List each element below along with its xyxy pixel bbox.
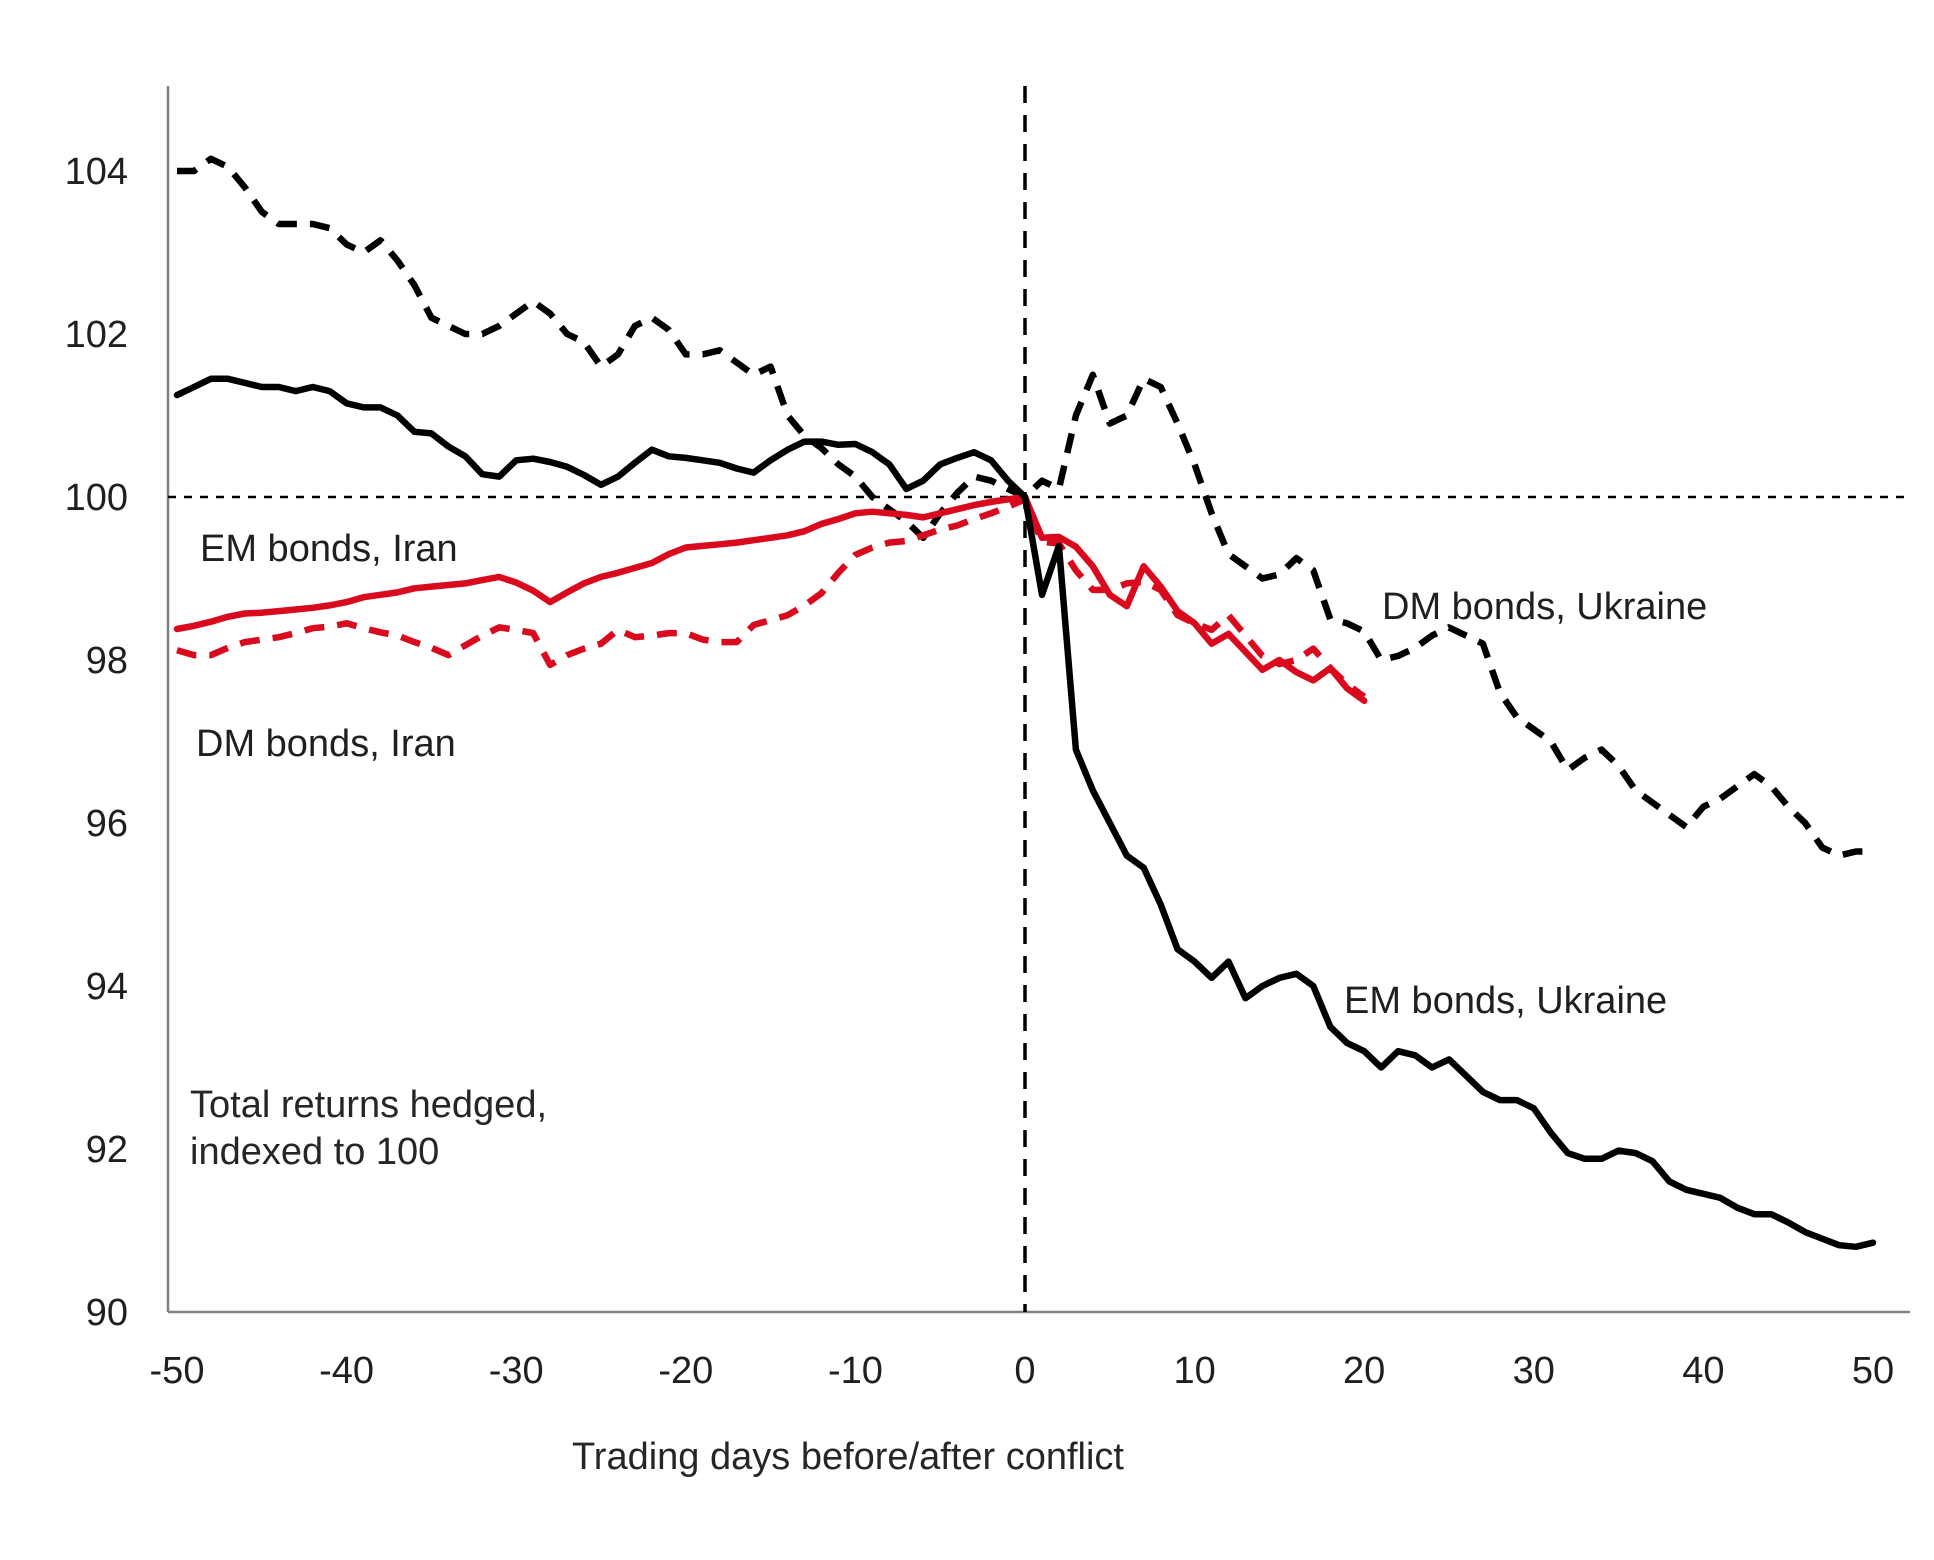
annotation-total-returns-line2: indexed to 100 bbox=[190, 1131, 439, 1173]
series-line-dm-bonds-iran bbox=[176, 496, 1367, 700]
x-tick-label: 0 bbox=[1014, 1350, 1035, 1392]
x-tick-label: 50 bbox=[1852, 1350, 1894, 1392]
x-tick-label: -40 bbox=[319, 1350, 374, 1392]
y-tick-label: 104 bbox=[65, 151, 128, 193]
x-tick-label: 40 bbox=[1682, 1350, 1724, 1392]
x-tick-label: 30 bbox=[1513, 1350, 1555, 1392]
y-tick-label: 96 bbox=[86, 803, 128, 845]
x-tick-label: -20 bbox=[658, 1350, 713, 1392]
y-tick-label: 102 bbox=[65, 314, 128, 356]
series-layer bbox=[173, 155, 1877, 1251]
series-label-em-bonds-iran: EM bonds, Iran bbox=[200, 528, 458, 570]
y-tick-label: 92 bbox=[86, 1129, 128, 1171]
y-tick-label: 90 bbox=[86, 1292, 128, 1334]
x-tick-label: -50 bbox=[150, 1350, 205, 1392]
x-axis-title: Trading days before/after conflict bbox=[572, 1436, 1124, 1478]
tick-labels-layer: 104 102 100 98 96 94 92 90 -50 -40 -30 -20 -10 0 10 20 3… bbox=[65, 151, 1895, 1392]
x-tick-label: 20 bbox=[1343, 1350, 1385, 1392]
y-tick-label: 100 bbox=[65, 477, 128, 519]
series-label-dm-bonds-ukraine: DM bonds, Ukraine bbox=[1382, 586, 1707, 628]
y-tick-label: 94 bbox=[86, 966, 128, 1008]
axes-layer bbox=[166, 86, 1910, 1314]
x-tick-label: 10 bbox=[1173, 1350, 1215, 1392]
series-label-dm-bonds-iran: DM bonds, Iran bbox=[196, 723, 456, 765]
y-tick-label: 98 bbox=[86, 640, 128, 682]
reference-lines-layer bbox=[168, 86, 1906, 1312]
series-label-em-bonds-ukraine: EM bonds, Ukraine bbox=[1344, 980, 1667, 1022]
series-line-em-bonds-ukraine bbox=[173, 375, 1877, 1251]
x-tick-label: -30 bbox=[489, 1350, 544, 1392]
x-tick-label: -10 bbox=[828, 1350, 883, 1392]
annotation-total-returns-line1: Total returns hedged, bbox=[190, 1084, 547, 1126]
